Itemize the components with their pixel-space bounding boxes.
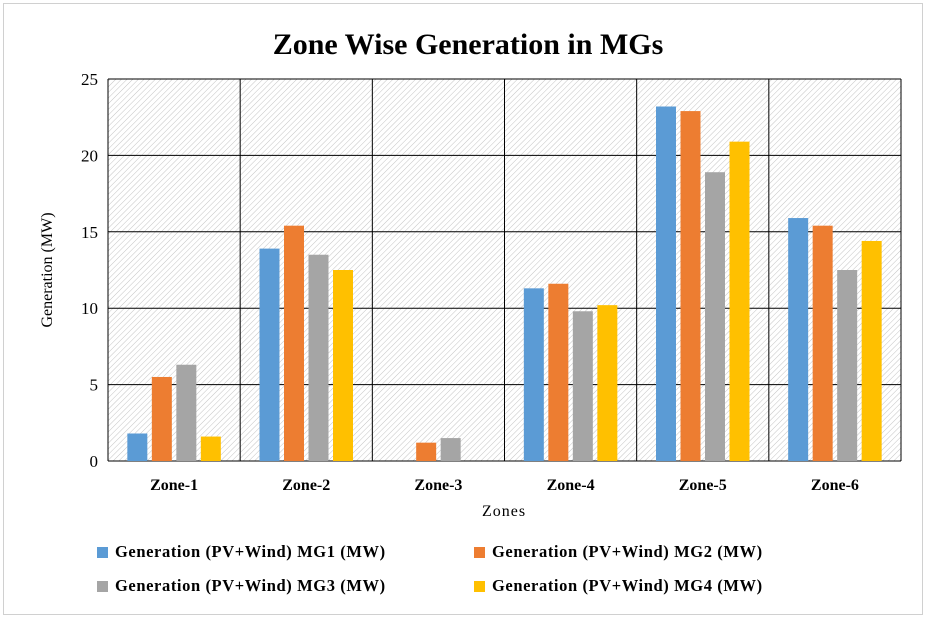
y-tick-label: 25	[81, 70, 98, 89]
y-tick-label: 15	[81, 223, 98, 242]
bar	[176, 364, 197, 461]
legend: Generation (PV+Wind) MG1 (MW) Generation …	[97, 542, 763, 595]
bar	[440, 438, 461, 461]
bar	[308, 254, 329, 461]
legend-label: Generation (PV+Wind) MG4 (MW)	[492, 576, 763, 595]
chart-frame: Zone Wise Generation in MGs 0 5 10 15 20 25 Z…	[3, 3, 923, 615]
x-category-label: Zone-6	[811, 477, 859, 494]
bar	[788, 218, 809, 461]
legend-swatch	[474, 581, 485, 592]
y-tick-label: 0	[90, 452, 99, 471]
bar	[597, 305, 618, 461]
y-axis-title: Generation (MW)	[39, 212, 56, 327]
legend-item: Generation (PV+Wind) MG4 (MW)	[474, 576, 763, 595]
chart-title: Zone Wise Generation in MGs	[273, 28, 664, 61]
legend-label: Generation (PV+Wind) MG1 (MW)	[115, 542, 386, 561]
bar	[259, 248, 280, 461]
bar	[729, 141, 750, 461]
legend-swatch	[474, 547, 485, 558]
legend-swatch	[97, 581, 108, 592]
bar	[837, 270, 858, 461]
legend-item: Generation (PV+Wind) MG3 (MW)	[97, 576, 386, 595]
bar	[812, 225, 833, 461]
bar	[127, 433, 148, 461]
legend-label: Generation (PV+Wind) MG2 (MW)	[492, 542, 763, 561]
bar-chart: Zone Wise Generation in MGs 0 5 10 15 20 25 Z…	[39, 28, 902, 595]
x-category-label: Zone-4	[547, 477, 595, 494]
x-category-label: Zone-3	[414, 477, 462, 494]
y-tick-label: 10	[81, 299, 98, 318]
bar	[333, 270, 353, 461]
x-category-label: Zone-2	[282, 477, 330, 494]
bar	[572, 311, 593, 461]
x-category-label: Zone-1	[150, 477, 198, 494]
x-category-labels: Zone-1 Zone-2 Zone-3 Zone-4 Zone-5 Zone-6	[150, 477, 859, 494]
legend-item: Generation (PV+Wind) MG1 (MW)	[97, 542, 386, 561]
y-tick-label: 20	[81, 146, 98, 165]
bar	[284, 225, 304, 461]
bar	[705, 172, 725, 461]
bar	[200, 436, 221, 461]
x-axis-title: Zones	[482, 503, 526, 520]
y-tick-labels: 0 5 10 15 20 25	[81, 70, 98, 471]
grid-lines	[107, 78, 902, 462]
bar	[656, 106, 676, 461]
bars	[127, 106, 882, 461]
bar	[548, 283, 569, 461]
bar	[523, 288, 544, 461]
bar	[416, 442, 437, 461]
legend-item: Generation (PV+Wind) MG2 (MW)	[474, 542, 763, 561]
bar	[680, 111, 701, 461]
y-tick-label: 5	[90, 376, 99, 395]
bar	[151, 376, 172, 461]
legend-label: Generation (PV+Wind) MG3 (MW)	[115, 576, 386, 595]
bar	[861, 240, 882, 461]
legend-swatch	[97, 547, 108, 558]
x-category-label: Zone-5	[679, 477, 727, 494]
